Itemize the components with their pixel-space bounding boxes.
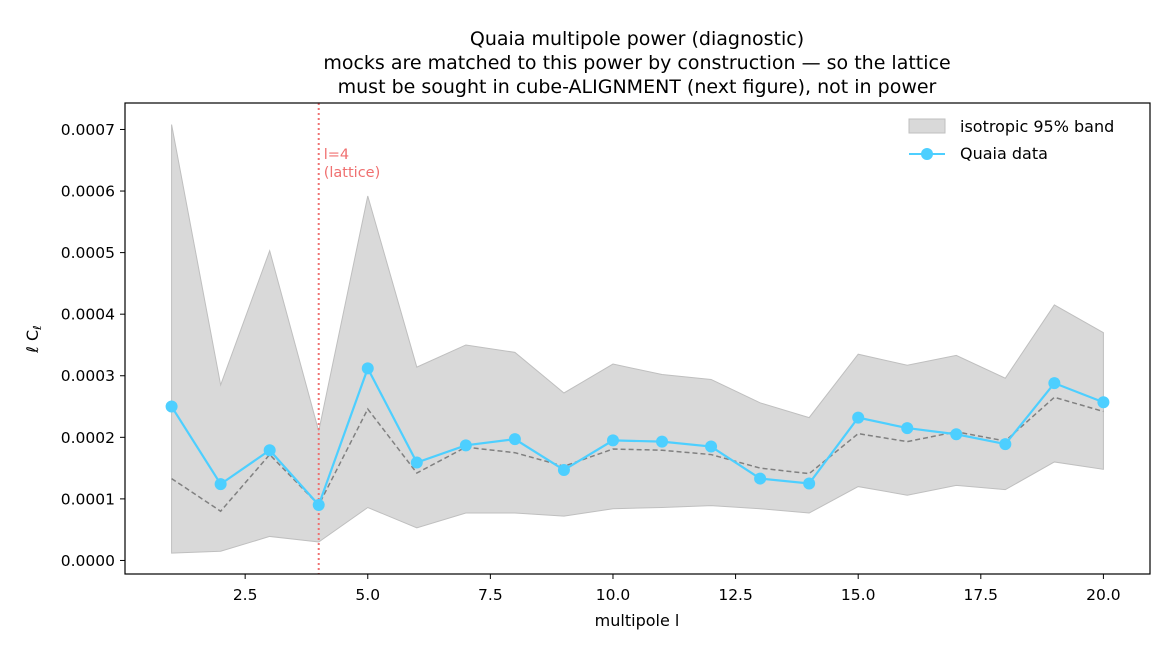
data-point [606,434,619,447]
y-tick-label: 0.0003 [61,367,115,385]
data-series-layer [165,362,1110,512]
x-tick-label: 7.5 [478,586,503,604]
chart-title: Quaia multipole power (diagnostic)mocks … [323,28,950,98]
title-line-2: mocks are matched to this power by const… [323,52,950,74]
data-point [459,439,472,452]
x-axis-label: multipole l [595,611,680,630]
lattice-annotation-sub: (lattice) [324,165,381,181]
data-point [165,400,178,413]
x-tick-label: 10.0 [596,586,631,604]
x-axis: 2.5 5.0 7.5 10.0 12.5 15.0 17.5 20.0 [233,574,1121,604]
data-point [361,362,374,375]
data-point [656,435,669,448]
data-point [557,463,570,476]
data-point [410,456,423,469]
y-axis-label: ℓ Cℓ [23,325,44,353]
data-point [901,422,914,435]
x-tick-label: 5.0 [355,586,380,604]
legend-band-swatch [908,118,946,134]
isotropic-band [171,124,1104,554]
y-tick-label: 0.0006 [61,183,115,201]
x-tick-label: 15.0 [841,586,876,604]
plot-frame [124,102,1151,575]
y-tick-label: 0.0001 [61,490,115,508]
data-point [1097,396,1110,409]
y-tick-label: 0.0004 [61,306,115,324]
legend-data-label: Quaia data [960,144,1048,163]
data-point [508,433,521,446]
x-tick-label: 20.0 [1086,586,1121,604]
data-point [263,444,276,457]
data-point [1048,377,1061,390]
y-tick-label: 0.0005 [61,244,115,262]
y-tick-label: 0.0002 [61,429,115,447]
data-point [852,411,865,424]
chart-legend: isotropic 95% band Quaia data [908,117,1114,163]
legend-band-label: isotropic 95% band [960,117,1114,136]
x-tick-label: 12.5 [718,586,753,604]
data-point [705,440,718,453]
lattice-annotation-l: l=4 [324,147,349,163]
title-line-3: must be sought in cube-ALIGNMENT (next f… [338,76,937,98]
legend-data-marker [921,148,933,160]
series-line-quaia [170,365,1104,508]
y-tick-label: 0.0007 [61,121,115,139]
data-point [803,477,816,490]
lattice-marker-layer: l=4 (lattice) [317,103,381,574]
x-tick-label: 17.5 [964,586,999,604]
x-tick-label: 2.5 [233,586,258,604]
isotropic-band-layer [171,124,1104,554]
data-point [754,472,767,485]
data-point [999,438,1012,451]
title-line-1: Quaia multipole power (diagnostic) [470,28,804,50]
y-tick-label: 0.0000 [61,552,115,570]
data-point [312,499,325,512]
data-point [950,428,963,441]
y-axis: 0.0000 0.0001 0.0002 0.0003 0.0004 0.0005 0.00… [61,121,125,570]
data-point [214,478,227,491]
